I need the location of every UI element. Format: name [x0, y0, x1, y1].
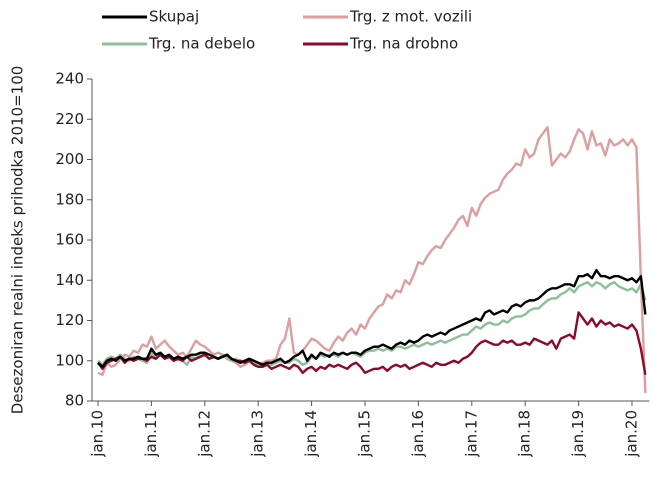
- series-line: [97, 311, 647, 376]
- x-tick-label: jan.10: [89, 410, 107, 458]
- series-line: [97, 126, 647, 393]
- y-tick-label: 220: [55, 110, 84, 128]
- x-tick-label: jan.17: [462, 410, 480, 458]
- x-tick-label: jan.12: [195, 410, 213, 458]
- x-tick-label: jan.20: [623, 410, 641, 458]
- legend-label: Trg. na debelo: [148, 35, 255, 53]
- x-tick-label: jan.18: [516, 410, 534, 458]
- series-line: [97, 268, 647, 368]
- y-tick-label: 240: [55, 70, 84, 88]
- legend-label: Skupaj: [149, 8, 199, 26]
- x-tick-label: jan.19: [569, 410, 587, 458]
- series-line: [97, 281, 647, 366]
- legend-label: Trg. z mot. vozili: [349, 8, 472, 26]
- x-tick-label: jan.11: [142, 410, 160, 458]
- x-tick-label: jan.15: [356, 410, 374, 458]
- x-tick-label: jan.14: [302, 410, 320, 458]
- y-tick-label: 160: [55, 231, 84, 249]
- y-tick-label: 80: [65, 392, 84, 410]
- y-tick-label: 180: [55, 190, 84, 208]
- y-tick-label: 140: [55, 271, 84, 289]
- x-tick-label: jan.16: [409, 410, 427, 458]
- y-tick-label: 200: [55, 150, 84, 168]
- y-tick-label: 100: [55, 351, 84, 369]
- y-tick-label: 120: [55, 311, 84, 329]
- legend-label: Trg. na drobno: [349, 35, 458, 53]
- y-axis-label: Desezoniran realni indeks prihodka 2010=…: [9, 66, 27, 415]
- x-tick-label: jan.13: [249, 410, 267, 458]
